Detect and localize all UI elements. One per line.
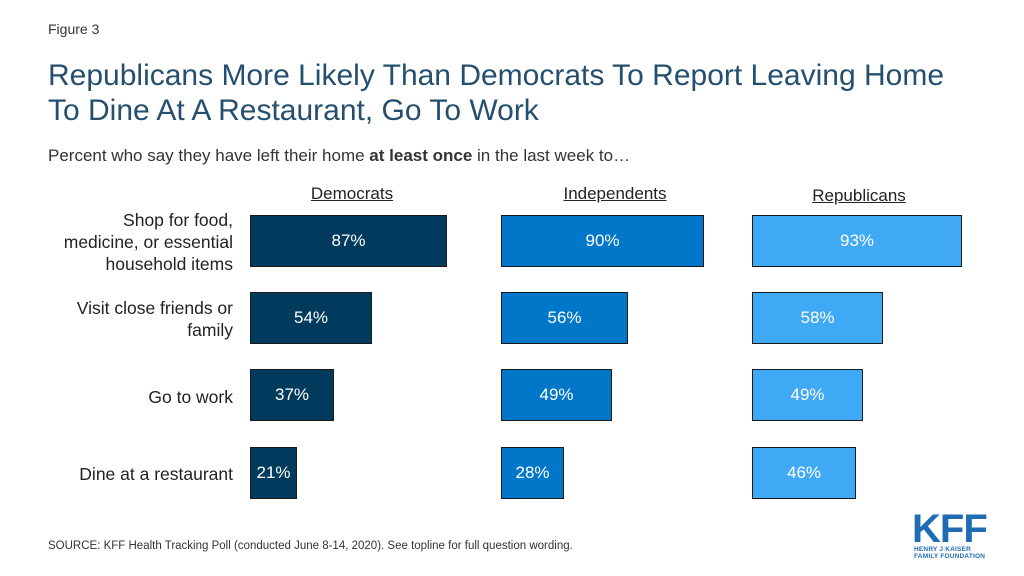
- data-label-independents-3: 28%: [515, 463, 550, 482]
- bar-democrats-3: [250, 447, 297, 499]
- category-label-line: medicine, or essential: [63, 232, 233, 252]
- bar-republicans-3: [752, 447, 856, 499]
- source-note: SOURCE: KFF Health Tracking Poll (conduc…: [48, 540, 573, 552]
- data-label-democrats-2: 37%: [274, 385, 310, 404]
- bar-independents-3: [501, 447, 564, 499]
- subtitle-pre: Percent who say they have left their hom…: [48, 146, 370, 165]
- chart-title: Republicans More Likely Than Democrats T…: [48, 59, 945, 127]
- subtitle-post: in the last week to…: [472, 146, 631, 165]
- category-label-2: Go to work: [20, 386, 233, 408]
- data-label-republicans-3: 46%: [786, 463, 822, 482]
- bar-independents-0: [501, 215, 704, 267]
- bar-independents-1: [501, 292, 628, 344]
- category-label-line: Visit close friends or: [76, 298, 233, 318]
- data-label-independents-0: 90%: [585, 231, 620, 250]
- category-label-line: household items: [105, 254, 233, 274]
- bar-democrats-0: [250, 215, 447, 267]
- figure-label: Figure 3: [48, 21, 100, 37]
- data-label-democrats-3: 21%: [256, 463, 291, 482]
- category-label-line: family: [187, 320, 233, 340]
- data-label-republicans-2: 49%: [790, 385, 825, 404]
- bar-democrats-2: [250, 369, 334, 421]
- bar-republicans-0: [752, 215, 962, 267]
- data-label-independents-1: 56%: [547, 308, 582, 327]
- panel-header-independents: Independents: [563, 184, 667, 203]
- logo-wordmark: KFF: [912, 507, 988, 551]
- chart-subtitle: Percent who say they have left their hom…: [48, 146, 630, 166]
- bar-republicans-1: [752, 292, 883, 344]
- bar-republicans-2: [752, 369, 863, 421]
- category-label-line: Go to work: [148, 387, 233, 407]
- kff-logo: KFF HENRY J KAISER FAMILY FOUNDATION: [912, 507, 992, 560]
- logo-subtext-line2: FAMILY FOUNDATION: [914, 553, 986, 560]
- data-label-republicans-0: 93%: [839, 231, 875, 250]
- data-label-democrats-1: 54%: [293, 308, 329, 327]
- panel-header-republicans: Republicans: [812, 186, 906, 205]
- bar-democrats-1: [250, 292, 372, 344]
- panel-header-democrats: Democrats: [310, 184, 394, 203]
- category-label-line: Dine at a restaurant: [79, 464, 233, 484]
- category-label-line: Shop for food,: [123, 210, 233, 230]
- logo-subtext-line1: HENRY J KAISER: [914, 546, 971, 553]
- logo-subtext: HENRY J KAISER FAMILY FOUNDATION: [914, 546, 985, 560]
- category-label-3: Dine at a restaurant: [20, 463, 233, 485]
- data-label-independents-2: 49%: [539, 385, 574, 404]
- category-label-0: Shop for food, medicine, or essential hous…: [20, 209, 233, 275]
- category-label-1: Visit close friends or family: [20, 297, 233, 341]
- subtitle-bold: at least once: [369, 146, 473, 165]
- data-label-republicans-1: 58%: [800, 308, 835, 327]
- bar-independents-2: [501, 369, 612, 421]
- data-label-democrats-0: 87%: [331, 231, 366, 250]
